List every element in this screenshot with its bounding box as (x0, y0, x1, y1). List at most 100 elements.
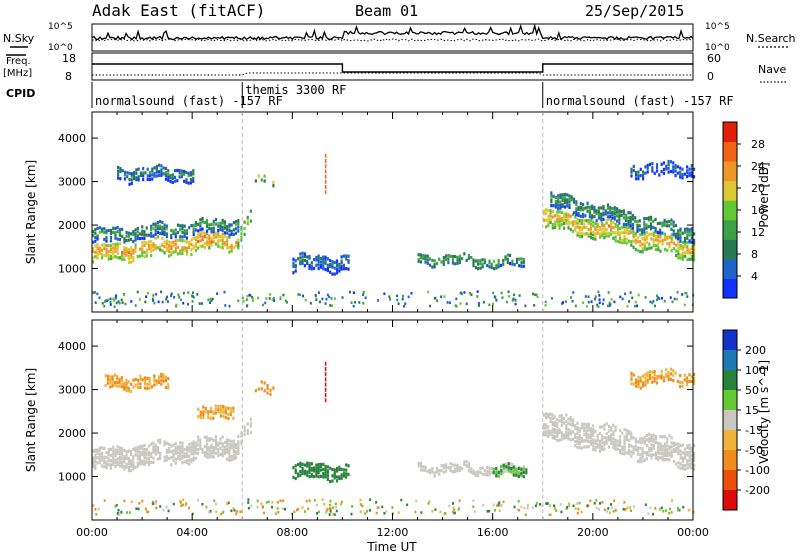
velocity-ground-cell (276, 507, 279, 510)
power-cell (98, 230, 101, 234)
power-cell (183, 234, 186, 239)
power-cell (92, 240, 95, 244)
power-stripe-cell (324, 164, 327, 169)
velocity-ground-cell (397, 511, 400, 514)
velocity-ground-cell (428, 500, 431, 503)
power-cell (495, 266, 498, 270)
velocity-cell (553, 423, 557, 427)
velocity-cell (618, 440, 622, 445)
power-cell (641, 170, 645, 174)
power-cell (303, 264, 307, 268)
power-ground-cell (251, 297, 254, 300)
velocity-cell (204, 406, 207, 411)
velocity-cell (438, 472, 441, 476)
velocity-ground-cell (141, 499, 144, 503)
power-cell (148, 170, 152, 174)
velocity-cell (167, 383, 170, 387)
velocity-frame (91, 319, 694, 521)
power-ground-cell (166, 300, 169, 303)
power-cell (119, 169, 122, 173)
power-ground-cell (279, 296, 282, 299)
velocity-cell (525, 471, 528, 475)
velocity-cell (467, 462, 471, 466)
velocity-cell (456, 468, 459, 473)
velocity-stripe-cell (324, 372, 327, 377)
power-cell (249, 209, 252, 213)
power-cell (176, 230, 180, 235)
power-ground-cell (402, 304, 405, 308)
power-cell (657, 239, 660, 243)
power-cell (597, 210, 601, 214)
velocity-cell (641, 449, 644, 454)
velocity-cell (610, 436, 613, 440)
power-cell (219, 238, 222, 242)
power-ground-cell (396, 298, 399, 302)
velocity-cell (249, 424, 252, 428)
power-cell (212, 236, 215, 240)
power-ground-cell (245, 298, 248, 302)
velocity-cell (109, 385, 112, 389)
velocity-stripe-cell (324, 366, 327, 371)
power-cell (634, 238, 637, 242)
power-cell (223, 223, 227, 227)
power-cell (627, 216, 630, 220)
power-cell (424, 257, 427, 261)
velocity-cell (668, 453, 671, 457)
velocity-cell (560, 417, 563, 421)
velocity-ground-cell (549, 504, 552, 507)
velocity-cell (96, 448, 99, 452)
velocity-cell (303, 469, 307, 473)
power-cell (292, 264, 295, 268)
velocity-cell (663, 444, 667, 449)
velocity-cell (679, 443, 682, 448)
velocity-cell (205, 435, 209, 439)
velocity-cell (179, 451, 182, 455)
velocity-ground-cell (95, 513, 98, 516)
power-ground-cell (109, 303, 112, 306)
power-cell (662, 161, 666, 165)
power-cell (630, 167, 633, 171)
power-ground-cell (178, 296, 181, 299)
velocity-cell (625, 435, 628, 439)
power-cell (205, 224, 209, 229)
power-ground-cell (434, 296, 437, 300)
power-cell (228, 235, 231, 239)
power-ground-cell (404, 302, 407, 305)
power-cell (659, 230, 662, 235)
velocity-cell (549, 416, 552, 420)
velocity-cell (167, 442, 171, 446)
time-tick-label: 12:00 (377, 526, 409, 539)
velocity-cell (98, 448, 101, 453)
power-cell (156, 224, 160, 228)
velocity-cell (232, 448, 235, 452)
velocity-cell (672, 447, 676, 452)
velocity-cell (201, 450, 204, 454)
power-cell (623, 225, 626, 229)
power-cell (92, 249, 95, 253)
power-cell (109, 231, 113, 236)
velocity-ground-cell (493, 509, 496, 512)
velocity-cell (444, 465, 448, 469)
power-cell (129, 252, 133, 257)
power-ground-cell (124, 302, 127, 306)
power-cell (159, 226, 162, 231)
colorbar-swatch (723, 180, 737, 201)
velocity-ground-cell (208, 511, 211, 514)
colorbar-swatch (723, 490, 737, 511)
power-cell (639, 173, 642, 178)
velocity-cell (326, 471, 329, 475)
power-cell (160, 168, 163, 172)
power-cell (190, 248, 193, 252)
power-cell (219, 245, 222, 249)
velocity-cell (476, 470, 480, 474)
velocity-cell (679, 449, 682, 453)
nsearch-label: N.Search (746, 32, 796, 45)
power-cell (594, 232, 597, 236)
velocity-cell (232, 439, 235, 443)
power-cell (592, 224, 595, 228)
velocity-cell (688, 462, 691, 466)
velocity-cell (129, 450, 133, 454)
velocity-cell (657, 458, 660, 462)
power-cell (174, 242, 177, 247)
power-cell (158, 173, 161, 178)
